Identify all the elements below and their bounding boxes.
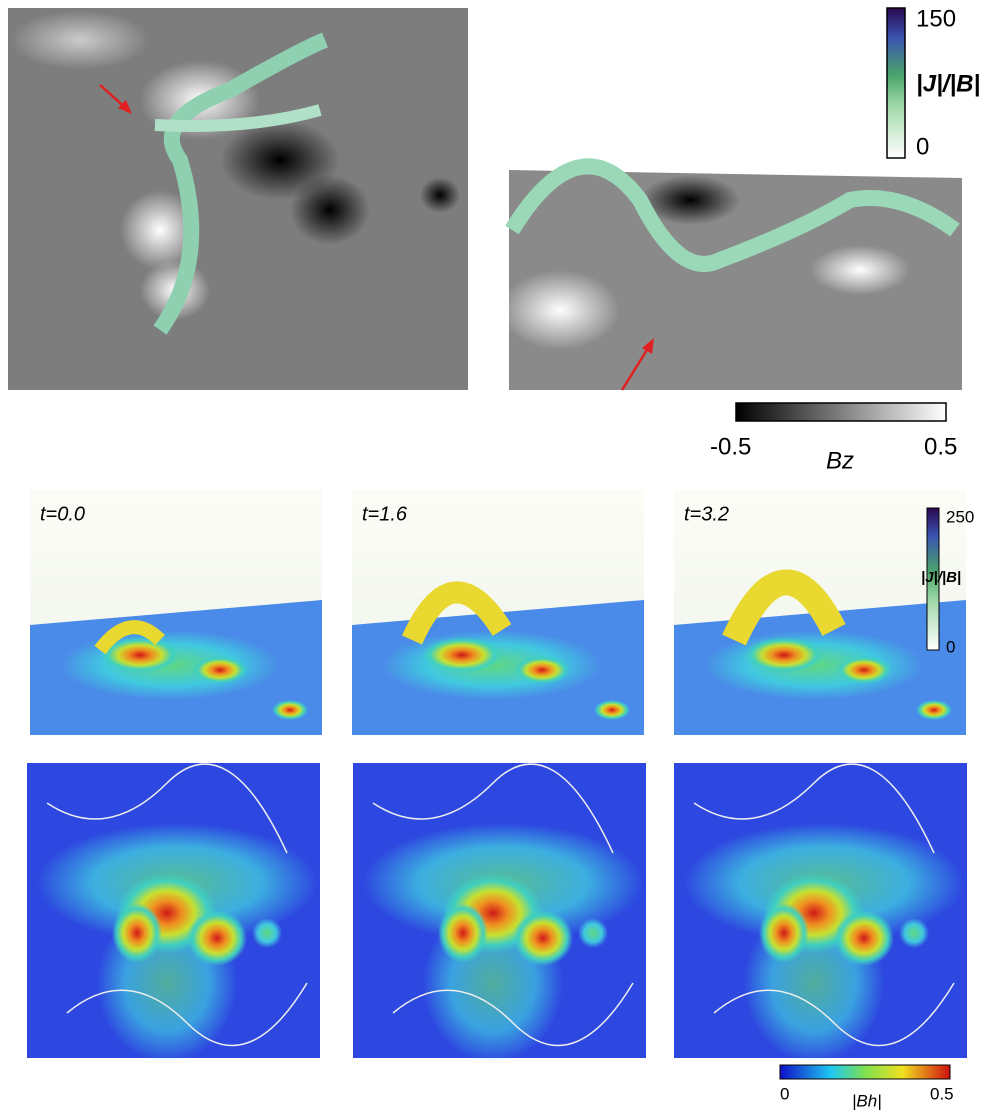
colorbar-min: 0 (916, 133, 929, 160)
simulation-panel (30, 490, 322, 735)
figure: 150 |J|/|B| 0 -0.5 Bz 0.5 t=0.0 t=1.6 t=… (0, 0, 987, 1113)
simulation-panel (674, 490, 966, 735)
magnetogram-top-view (8, 8, 468, 390)
bz-colorbar (736, 403, 946, 421)
colorbar-max: 0.5 (924, 433, 957, 460)
colorbar-min: -0.5 (710, 433, 751, 460)
colorbar-max: 0.5 (930, 1084, 954, 1103)
colorbar-title: |J|/|B| (921, 569, 961, 586)
colorbar-max: 250 (946, 507, 974, 526)
time-label: t=1.6 (362, 503, 408, 525)
colorbar-min: 0 (780, 1084, 789, 1103)
bh-map (353, 763, 646, 1063)
colorbar-title: Bz (826, 447, 854, 474)
colorbar-max: 150 (916, 5, 956, 32)
magnetogram-3d-view (500, 166, 962, 390)
simulation-panel (352, 490, 644, 735)
time-label: t=3.2 (684, 503, 729, 525)
colorbar-title: |J|/|B| (916, 70, 980, 97)
bh-map (674, 763, 967, 1063)
bh-colorbar (780, 1065, 950, 1079)
time-label: t=0.0 (40, 503, 85, 525)
current-colorbar-top (887, 8, 905, 158)
colorbar-min: 0 (946, 637, 955, 656)
bh-map (27, 763, 320, 1063)
colorbar-title: |Bh| (852, 1091, 882, 1110)
